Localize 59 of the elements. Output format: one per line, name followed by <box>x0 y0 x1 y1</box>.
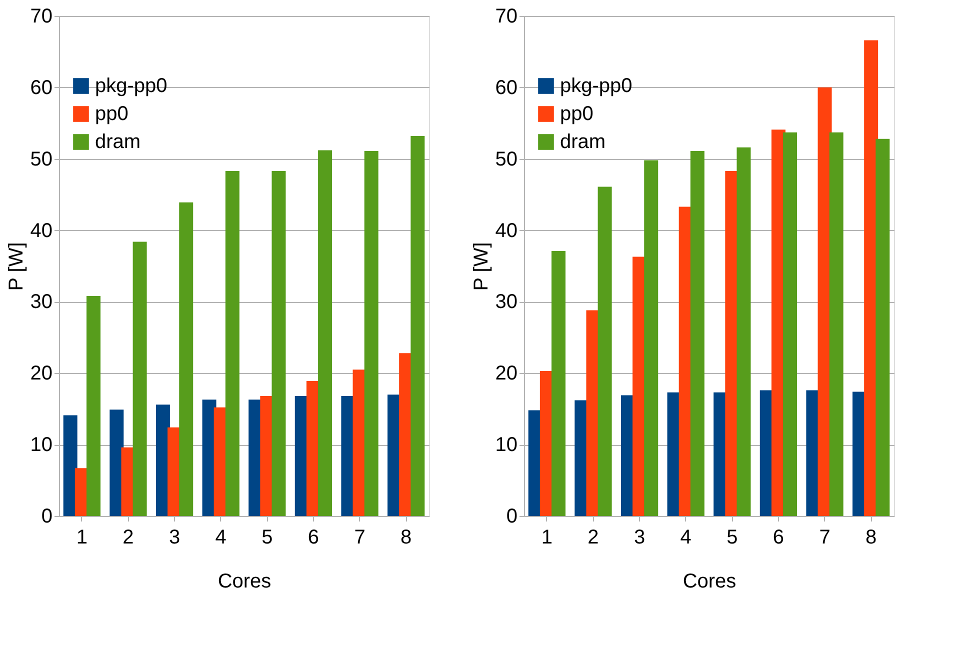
x-tick-label: 5 <box>726 526 738 548</box>
y-tick-label: 10 <box>30 434 52 456</box>
y-tick-label: 20 <box>30 362 52 385</box>
bar <box>179 202 194 516</box>
bar <box>876 138 890 516</box>
y-axis-title: P [W] <box>5 242 28 291</box>
y-tick-label: 30 <box>495 291 518 314</box>
legend-label: dram <box>560 131 606 153</box>
bar <box>364 151 378 516</box>
x-tick-label: 3 <box>634 526 646 548</box>
bar <box>225 171 240 516</box>
x-tick-label: 6 <box>308 526 320 548</box>
y-tick-label: 60 <box>30 76 52 99</box>
y-tick-label: 20 <box>495 362 518 385</box>
bar <box>783 132 798 516</box>
bar <box>132 242 147 516</box>
x-tick-label: 1 <box>76 526 88 548</box>
bar <box>736 147 751 516</box>
legend-label: pkg-pp0 <box>560 75 632 97</box>
bar <box>690 151 704 516</box>
y-tick-label: 30 <box>30 291 52 314</box>
bar <box>63 415 78 516</box>
x-tick-label: 5 <box>262 526 273 548</box>
legend-label: pkg-pp0 <box>95 75 168 97</box>
bar <box>598 186 612 516</box>
legend-label: pp0 <box>560 103 594 125</box>
x-axis-title: Cores <box>682 570 736 592</box>
x-tick-label: 4 <box>680 526 692 548</box>
y-tick-label: 70 <box>495 6 518 28</box>
legend-label: pp0 <box>95 103 128 125</box>
x-tick-label: 1 <box>541 526 552 548</box>
bar <box>86 296 100 516</box>
legend-label: dram <box>95 131 141 153</box>
y-tick-label: 0 <box>506 506 518 528</box>
bar <box>272 171 286 516</box>
x-tick-label: 3 <box>168 526 180 548</box>
x-tick-label: 7 <box>354 526 366 548</box>
x-tick-label: 2 <box>122 526 134 548</box>
y-tick-label: 70 <box>30 6 52 28</box>
y-tick-label: 60 <box>495 76 518 99</box>
x-tick-label: 8 <box>400 526 412 548</box>
bar <box>318 150 332 516</box>
y-tick-label: 50 <box>495 148 518 170</box>
x-tick-label: 6 <box>772 526 784 548</box>
y-tick-label: 40 <box>30 220 52 242</box>
x-tick-label: 2 <box>588 526 599 548</box>
y-tick-label: 50 <box>30 148 52 170</box>
x-tick-label: 4 <box>215 526 226 548</box>
bar <box>644 160 658 516</box>
x-axis-title: Cores <box>218 570 272 592</box>
y-tick-label: 0 <box>41 506 52 528</box>
y-axis-title: P [W] <box>470 242 492 291</box>
y-tick-label: 10 <box>495 434 518 456</box>
bar <box>552 251 566 516</box>
y-tick-label: 40 <box>495 220 518 242</box>
bar <box>410 136 425 516</box>
x-tick-label: 7 <box>819 526 830 548</box>
bar <box>829 132 844 516</box>
x-tick-label: 8 <box>866 526 877 548</box>
